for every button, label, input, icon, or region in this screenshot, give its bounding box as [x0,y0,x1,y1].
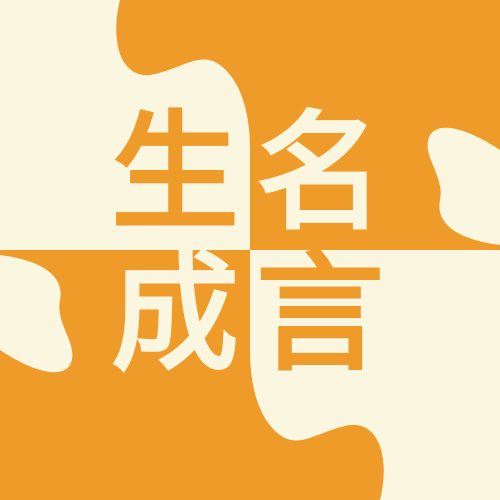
title-char-yan: 言 [255,240,384,389]
title-char-ming: 名 [255,99,384,248]
title-char-sheng: 生 [110,99,239,248]
puzzle-piece-top-right [116,0,500,250]
title-char-cheng: 成 [110,240,239,389]
puzzle-piece-bottom-left [0,250,384,500]
